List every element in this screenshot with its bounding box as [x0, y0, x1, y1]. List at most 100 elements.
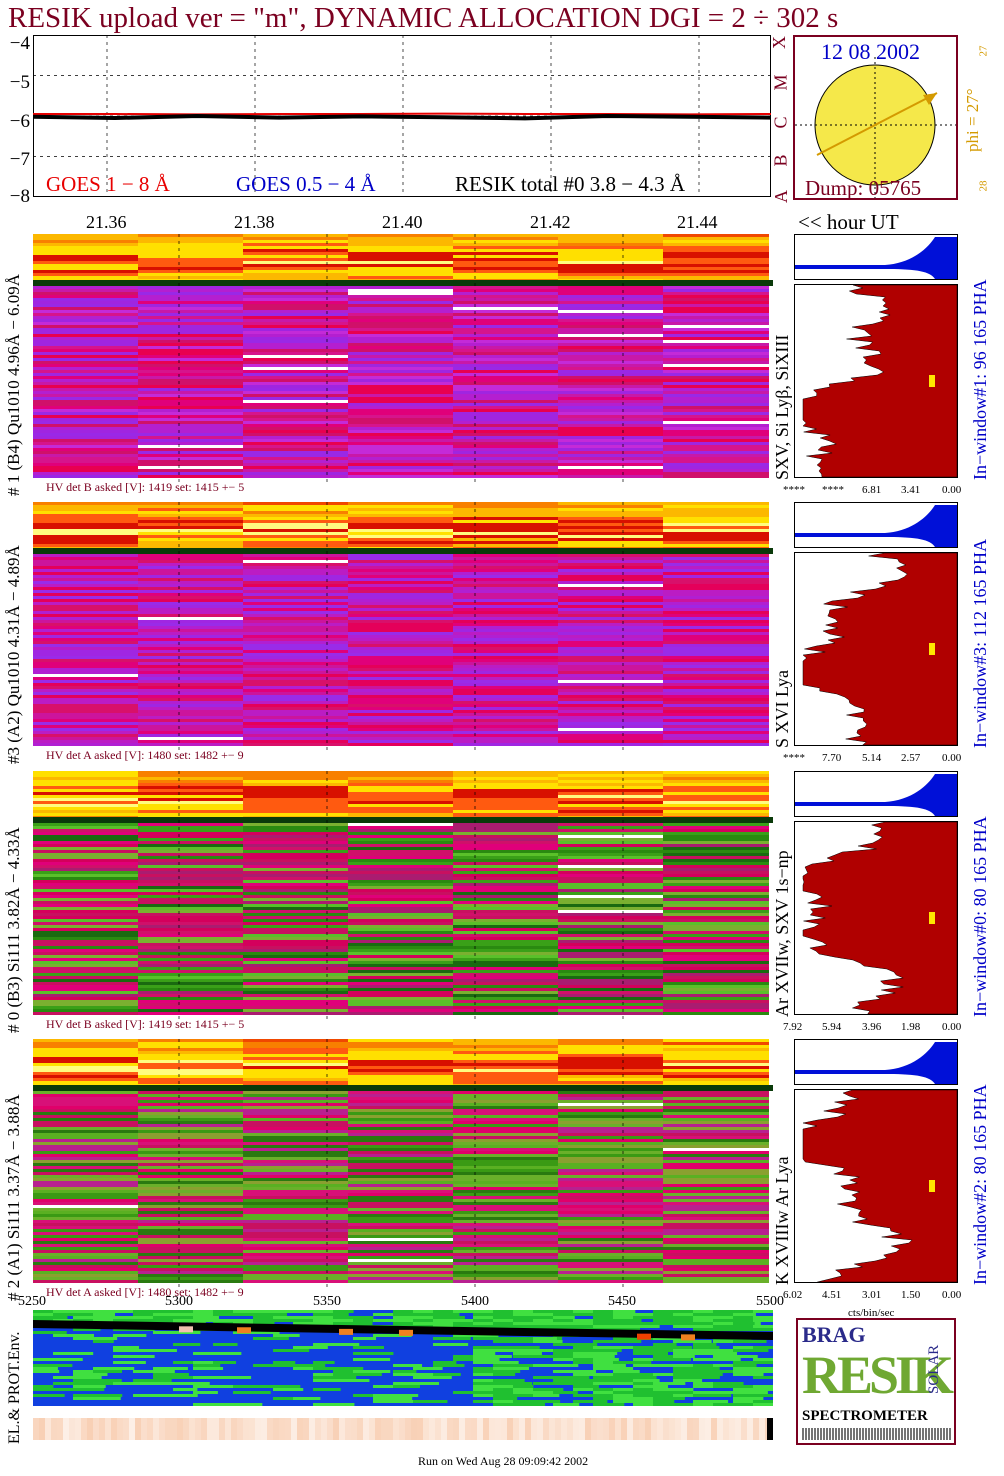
env-cell: [253, 1322, 275, 1325]
upper-band-cell: [348, 771, 454, 774]
main-band-cell: [663, 1100, 769, 1103]
main-band-cell: [33, 668, 139, 671]
upper-band-cell: [348, 249, 454, 252]
main-band-cell: [138, 731, 244, 734]
main-band-cell: [33, 460, 139, 463]
main-band-cell: [348, 403, 454, 406]
main-band-cell: [348, 563, 454, 566]
logo-brag: BRAG: [802, 1322, 866, 1347]
main-band-cell: [558, 1184, 664, 1187]
upper-band-cell: [243, 1042, 349, 1045]
main-band-cell: [558, 701, 664, 704]
upper-band-cell: [33, 786, 139, 789]
env-cell: [493, 1388, 529, 1391]
upper-band-cell: [558, 801, 664, 804]
main-band-cell: [663, 823, 769, 826]
main-band-cell: [663, 361, 769, 364]
upper-band-cell: [453, 249, 559, 252]
main-band-cell: [138, 590, 244, 593]
upper-band-cell: [453, 1048, 559, 1051]
env-cell: [493, 1400, 529, 1403]
upper-band-cell: [663, 801, 769, 804]
env-cell: [593, 1397, 626, 1400]
main-band-cell: [558, 949, 664, 952]
env-cell: [593, 1313, 631, 1316]
main-band-cell: [663, 1193, 769, 1196]
strip-cell: [465, 1418, 471, 1440]
env-cell: [433, 1364, 465, 1367]
strip-cell: [693, 1418, 699, 1440]
main-band-cell: [33, 1277, 139, 1280]
upper-band-cell: [348, 252, 454, 255]
main-band-cell: [138, 641, 244, 644]
env-cell: [313, 1373, 343, 1376]
logo-spectrometer: SPECTROMETER: [802, 1408, 928, 1424]
strip-cell: [261, 1418, 267, 1440]
main-band-cell: [453, 298, 559, 301]
env-cell: [493, 1367, 530, 1370]
main-band-cell: [663, 587, 769, 590]
upper-band-cell: [138, 1081, 244, 1084]
main-band-cell: [33, 689, 139, 692]
main-band-cell: [348, 841, 454, 844]
upper-band-cell: [663, 252, 769, 255]
upper-band-cell: [348, 1054, 454, 1057]
main-band-cell: [33, 472, 139, 475]
scale-tick: 0.00: [942, 752, 962, 764]
main-band-cell: [348, 728, 454, 731]
main-band-cell: [243, 1223, 349, 1226]
strip-cell: [111, 1418, 117, 1440]
upper-band-cell: [558, 810, 664, 813]
main-band-cell: [243, 868, 349, 871]
env-cell: [193, 1385, 242, 1388]
main-band-cell: [243, 313, 349, 316]
main-band-cell: [558, 734, 664, 737]
env-cell: [593, 1346, 641, 1349]
main-band-cell: [348, 466, 454, 469]
main-band-cell: [663, 310, 769, 313]
upper-band-cell: [33, 804, 139, 807]
strip-cell: [279, 1418, 285, 1440]
spectrum-panel-3: [794, 1089, 958, 1283]
env-cell: [273, 1361, 296, 1364]
env-cell: [413, 1316, 450, 1319]
upper-band-cell: [138, 237, 244, 240]
main-band-cell: [348, 1012, 454, 1015]
main-band-cell: [558, 1226, 664, 1229]
main-band-cell: [453, 1229, 559, 1232]
main-band-cell: [558, 698, 664, 701]
env-cell: [53, 1334, 95, 1337]
main-band-cell: [558, 563, 664, 566]
main-band-cell: [138, 578, 244, 581]
main-band-cell: [33, 346, 139, 349]
main-band-cell: [663, 289, 769, 292]
main-band-cell: [243, 1193, 349, 1196]
strip-cell: [99, 1418, 105, 1440]
main-band-cell: [453, 611, 559, 614]
env-cell: [33, 1370, 60, 1373]
main-band-cell: [558, 1256, 664, 1259]
main-band-cell: [663, 1009, 769, 1012]
upper-band-cell: [663, 243, 769, 246]
main-band-cell: [138, 692, 244, 695]
main-band-cell: [243, 1091, 349, 1094]
main-band-cell: [663, 958, 769, 961]
main-band-cell: [558, 901, 664, 904]
main-band-cell: [243, 406, 349, 409]
main-band-cell: [33, 725, 139, 728]
strip-cell: [219, 1418, 225, 1440]
main-band-cell: [663, 584, 769, 587]
upper-band-cell: [453, 813, 559, 816]
upper-band-cell: [558, 795, 664, 798]
main-band-cell: [663, 340, 769, 343]
upper-band-cell: [663, 267, 769, 270]
main-band-cell: [558, 1196, 664, 1199]
strip-cell: [735, 1418, 741, 1440]
main-band-cell: [558, 397, 664, 400]
main-band-cell: [558, 1178, 664, 1181]
env-cell: [433, 1325, 466, 1328]
main-band-cell: [138, 1151, 244, 1154]
upper-band-cell: [663, 1072, 769, 1075]
env-cell: [713, 1385, 741, 1388]
main-band-cell: [453, 698, 559, 701]
